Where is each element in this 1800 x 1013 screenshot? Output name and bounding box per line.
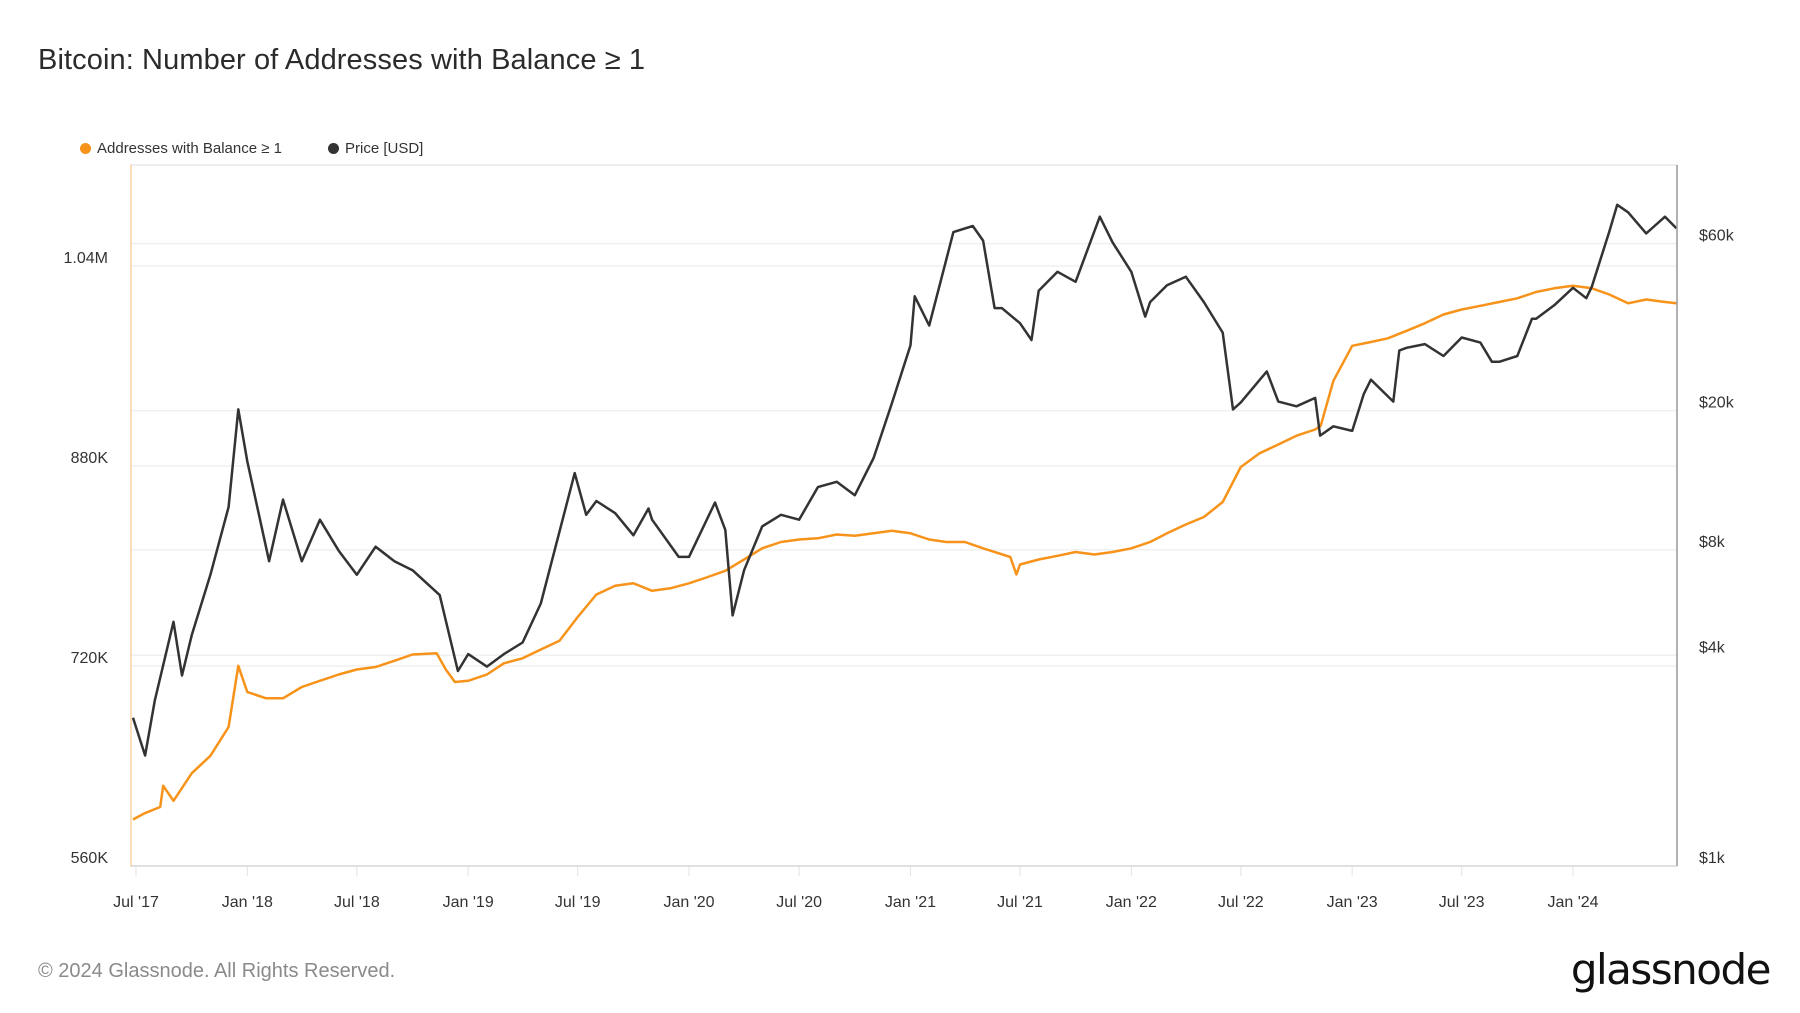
y-right-tick-label: $4k: [1699, 639, 1726, 656]
legend-item-price[interactable]: Price [USD]: [328, 140, 423, 157]
copyright-footer: © 2024 Glassnode. All Rights Reserved.: [38, 960, 396, 982]
y-left-tick-label: 1.04M: [64, 250, 108, 267]
series-lines: [131, 203, 1678, 821]
y-axis-right: $1k $4k $8k $20k $60k: [1699, 228, 1735, 867]
x-tick-label: Jul '19: [555, 894, 601, 911]
chart-title: Bitcoin: Number of Addresses with Balanc…: [38, 44, 646, 76]
x-axis: Jul '17 Jan '18 Jul '18 Jan '19 Jul '19 Jan '…: [113, 866, 1599, 911]
y-left-tick-label: 880K: [71, 450, 109, 467]
x-tick-label: Jul '21: [997, 894, 1043, 911]
legend-swatch-addresses: [80, 143, 91, 154]
x-tick-label: Jan '21: [885, 894, 936, 911]
gridlines: [130, 242, 1677, 867]
x-tick-label: Jan '20: [663, 894, 714, 911]
x-tick-label: Jul '22: [1218, 894, 1264, 911]
y-left-tick-label: 560K: [71, 850, 109, 867]
glassnode-logo[interactable]: glassnode: [1570, 945, 1772, 994]
y-left-tick-label: 720K: [71, 650, 109, 667]
legend-label-addresses: Addresses with Balance ≥ 1: [97, 140, 282, 157]
legend-swatch-price: [328, 143, 339, 154]
y-axis-left: 560K 720K 880K 1.04M: [64, 250, 109, 867]
x-tick-label: Jul '17: [113, 894, 159, 911]
x-tick-label: Jan '18: [222, 894, 273, 911]
x-tick-label: Jan '19: [443, 894, 494, 911]
y-right-tick-label: $60k: [1699, 228, 1735, 245]
legend-item-addresses[interactable]: Addresses with Balance ≥ 1: [80, 140, 282, 157]
x-tick-label: Jan '22: [1106, 894, 1157, 911]
y-right-tick-label: $1k: [1699, 850, 1726, 867]
x-tick-label: Jul '18: [334, 894, 380, 911]
legend-label-price: Price [USD]: [345, 140, 424, 157]
y-right-tick-label: $20k: [1699, 395, 1735, 412]
y-right-tick-label: $8k: [1699, 534, 1726, 551]
x-tick-label: Jan '23: [1327, 894, 1378, 911]
legend: Addresses with Balance ≥ 1 Price [USD]: [80, 140, 423, 157]
price-line: [131, 203, 1678, 757]
addresses-line: [132, 284, 1677, 821]
x-tick-label: Jul '20: [776, 894, 822, 911]
x-tick-label: Jan '24: [1547, 894, 1598, 911]
x-tick-label: Jul '23: [1439, 894, 1485, 911]
